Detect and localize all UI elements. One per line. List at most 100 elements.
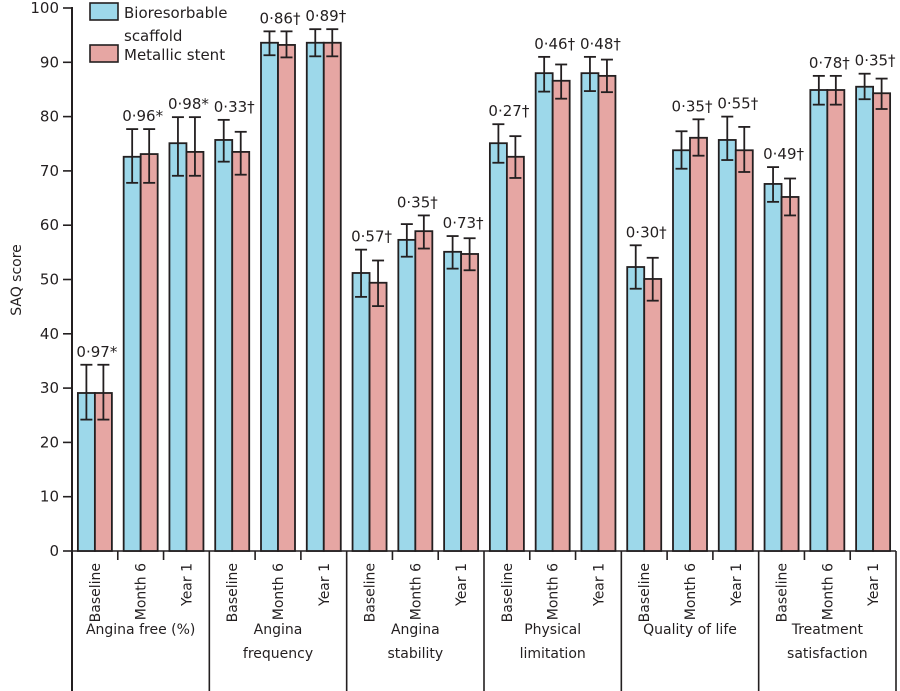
legend-label: scaffold xyxy=(124,27,182,45)
x-category-label: Year 1 xyxy=(454,563,470,607)
x-category-label: Baseline xyxy=(775,563,791,622)
p-value-labels: 0·97* 0·96* 0·98* 0·33† 0·86† 0·89† 0·57† 0·35†… xyxy=(76,7,896,361)
p-value-label: 0·55† xyxy=(717,95,758,113)
p-value-label: 0·78† xyxy=(809,54,850,72)
group-label: Treatment xyxy=(791,622,864,638)
x-category-labels: Angina free (%)Baseline Month 6 Year 1Angi… xyxy=(86,563,882,662)
error-bars xyxy=(80,28,888,421)
p-value-label: 0·35† xyxy=(855,52,896,70)
p-value-label: 0·48† xyxy=(580,35,621,53)
axes: 0 10 20 30 40 50 60 70 80 90 100 xyxy=(30,0,897,691)
bar-bioresorbable-scaffold xyxy=(809,89,829,552)
bars xyxy=(76,41,892,552)
legend-label: Metallic stent xyxy=(124,46,225,64)
p-value-label: 0·57† xyxy=(351,228,392,246)
p-value-label: 0·35† xyxy=(672,97,713,115)
bar-metallic-stent xyxy=(872,92,892,552)
bar-bioresorbable-scaffold xyxy=(397,238,417,552)
bar-bioresorbable-scaffold xyxy=(488,142,508,552)
y-axis-label: SAQ score xyxy=(9,244,25,316)
bar-bioresorbable-scaffold xyxy=(168,142,188,552)
y-tick-label: 90 xyxy=(40,53,59,71)
bar-bioresorbable-scaffold xyxy=(717,139,737,552)
x-category-label: Baseline xyxy=(363,563,379,622)
bar-metallic-stent xyxy=(597,74,617,552)
p-value-label: 0·35† xyxy=(397,193,438,211)
y-tick-label: 30 xyxy=(40,379,59,397)
group-label: limitation xyxy=(520,646,586,662)
x-category-label: Baseline xyxy=(225,563,241,622)
bar-bioresorbable-scaffold xyxy=(672,149,691,552)
x-category-label: Year 1 xyxy=(317,563,333,607)
y-tick-label: 40 xyxy=(40,325,59,343)
bar-bioresorbable-scaffold xyxy=(260,41,279,552)
y-tick-label: 0 xyxy=(49,542,59,560)
group-label: Physical xyxy=(524,622,581,638)
p-value-label: 0·97* xyxy=(76,343,117,361)
y-tick-label: 70 xyxy=(40,162,59,180)
bar-metallic-stent xyxy=(414,230,434,552)
bar-metallic-stent xyxy=(689,136,708,552)
bar-metallic-stent xyxy=(780,196,800,552)
bar-bioresorbable-scaffold xyxy=(580,72,600,552)
bar-bioresorbable-scaffold xyxy=(626,266,646,552)
x-category-label: Year 1 xyxy=(729,563,745,607)
bar-metallic-stent xyxy=(826,89,846,552)
x-category-label: Month 6 xyxy=(546,563,562,620)
bar-metallic-stent xyxy=(551,79,571,552)
bar-bioresorbable-scaffold xyxy=(351,272,371,552)
x-category-label: Baseline xyxy=(637,563,653,622)
bar-metallic-stent xyxy=(734,149,754,552)
x-category-label: Month 6 xyxy=(271,563,287,620)
x-category-label: Year 1 xyxy=(591,563,607,607)
p-value-label: 0·89† xyxy=(305,7,346,25)
y-tick-label: 80 xyxy=(40,108,59,126)
group-label: Angina free (%) xyxy=(86,622,195,638)
group-label: Angina xyxy=(391,622,440,638)
group-label: Angina xyxy=(254,622,303,638)
bar-bioresorbable-scaffold xyxy=(214,139,234,552)
y-tick-label: 50 xyxy=(40,271,59,289)
p-value-label: 0·86† xyxy=(260,9,301,27)
x-category-label: Month 6 xyxy=(683,563,699,620)
p-value-label: 0·96* xyxy=(122,107,163,125)
bar-bioresorbable-scaffold xyxy=(534,72,554,552)
bar-bioresorbable-scaffold xyxy=(122,155,142,552)
p-value-label: 0·73† xyxy=(443,214,484,232)
p-value-label: 0·46† xyxy=(534,35,575,53)
bar-bioresorbable-scaffold xyxy=(763,183,783,552)
bar-metallic-stent xyxy=(231,150,251,552)
group-label: frequency xyxy=(243,646,313,662)
x-category-label: Month 6 xyxy=(820,563,836,620)
p-value-label: 0·49† xyxy=(763,145,804,163)
y-tick-label: 10 xyxy=(40,488,59,506)
bar-metallic-stent xyxy=(505,155,525,552)
bar-metallic-stent xyxy=(368,281,388,552)
x-category-label: Month 6 xyxy=(408,563,424,620)
legend-swatch-metallic-stent xyxy=(89,44,119,63)
group-label: satisfaction xyxy=(787,646,868,662)
x-category-label: Month 6 xyxy=(134,563,150,620)
y-tick-label: 60 xyxy=(40,216,59,234)
bar-metallic-stent xyxy=(322,41,342,552)
p-value-label: 0·98* xyxy=(168,95,209,113)
x-category-label: Year 1 xyxy=(179,563,195,607)
p-value-label: 0·33† xyxy=(214,98,255,116)
bar-metallic-stent xyxy=(185,150,205,552)
bar-bioresorbable-scaffold xyxy=(855,85,875,552)
group-label: Quality of life xyxy=(643,622,737,638)
bar-metallic-stent xyxy=(139,153,159,552)
bar-bioresorbable-scaffold xyxy=(305,41,325,552)
legend-label: Bioresorbable xyxy=(124,4,228,22)
bar-metallic-stent xyxy=(277,44,296,552)
legend-swatch-bioresorbable-scaffold xyxy=(89,2,119,21)
x-category-label: Baseline xyxy=(500,563,516,622)
group-label: stability xyxy=(387,646,443,662)
p-value-label: 0·30† xyxy=(626,223,667,241)
x-category-label: Baseline xyxy=(88,563,104,622)
p-value-label: 0·27† xyxy=(488,102,529,120)
y-tick-label: 20 xyxy=(40,433,59,451)
y-tick-label: 100 xyxy=(30,0,59,17)
